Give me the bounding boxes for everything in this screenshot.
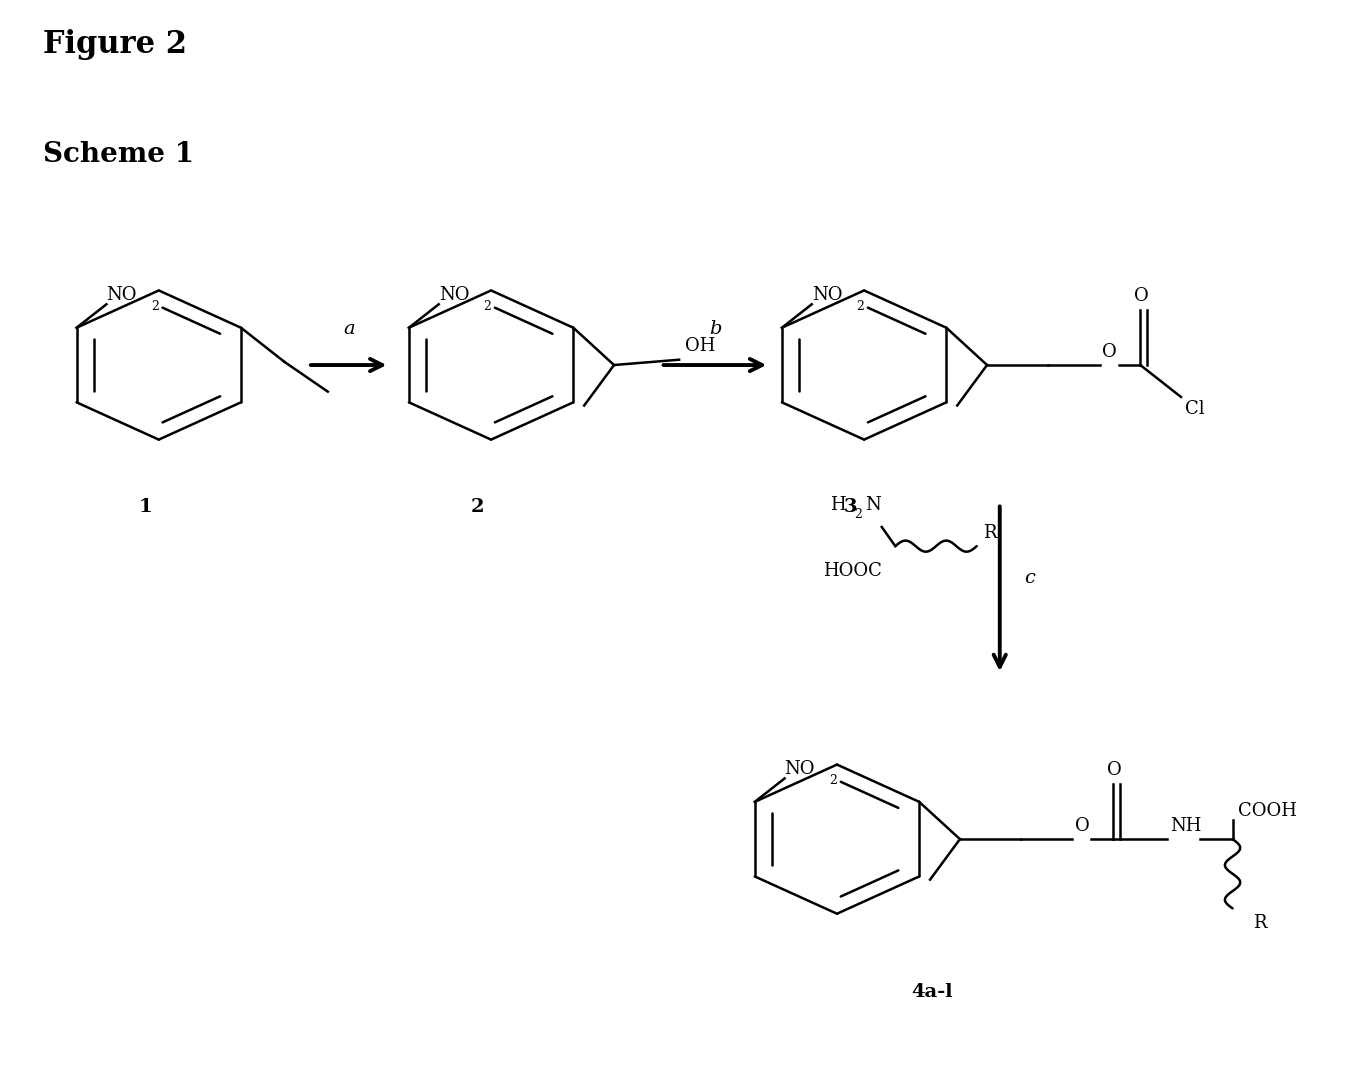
Text: OH: OH [685, 337, 715, 356]
Text: 4a-l: 4a-l [911, 983, 953, 1001]
Text: O: O [1107, 761, 1122, 780]
Text: Figure 2: Figure 2 [44, 29, 188, 60]
Text: 2: 2 [471, 498, 485, 516]
Text: 2: 2 [151, 300, 159, 313]
Text: NO: NO [439, 286, 470, 304]
Text: 1: 1 [139, 498, 153, 516]
Text: 3: 3 [843, 498, 857, 516]
Text: c: c [1024, 569, 1035, 587]
Text: a: a [343, 320, 354, 338]
Text: O: O [1102, 343, 1117, 361]
Text: HOOC: HOOC [824, 562, 883, 580]
Text: NO: NO [812, 286, 842, 304]
Text: 2: 2 [484, 300, 492, 313]
Text: Cl: Cl [1185, 401, 1205, 418]
Text: NO: NO [106, 286, 136, 304]
Text: O: O [1135, 287, 1150, 305]
Text: b: b [708, 320, 720, 338]
Text: R: R [1253, 914, 1267, 932]
Text: Scheme 1: Scheme 1 [44, 141, 195, 168]
Text: N: N [865, 496, 881, 514]
Text: 2: 2 [857, 300, 865, 313]
Text: NO: NO [785, 760, 814, 779]
Text: O: O [1075, 817, 1090, 835]
Text: R: R [983, 524, 997, 542]
Text: COOH: COOH [1238, 802, 1297, 820]
Text: 2: 2 [829, 774, 838, 787]
Text: NH: NH [1170, 817, 1201, 835]
Text: H: H [831, 496, 846, 514]
Text: 2: 2 [854, 508, 862, 521]
